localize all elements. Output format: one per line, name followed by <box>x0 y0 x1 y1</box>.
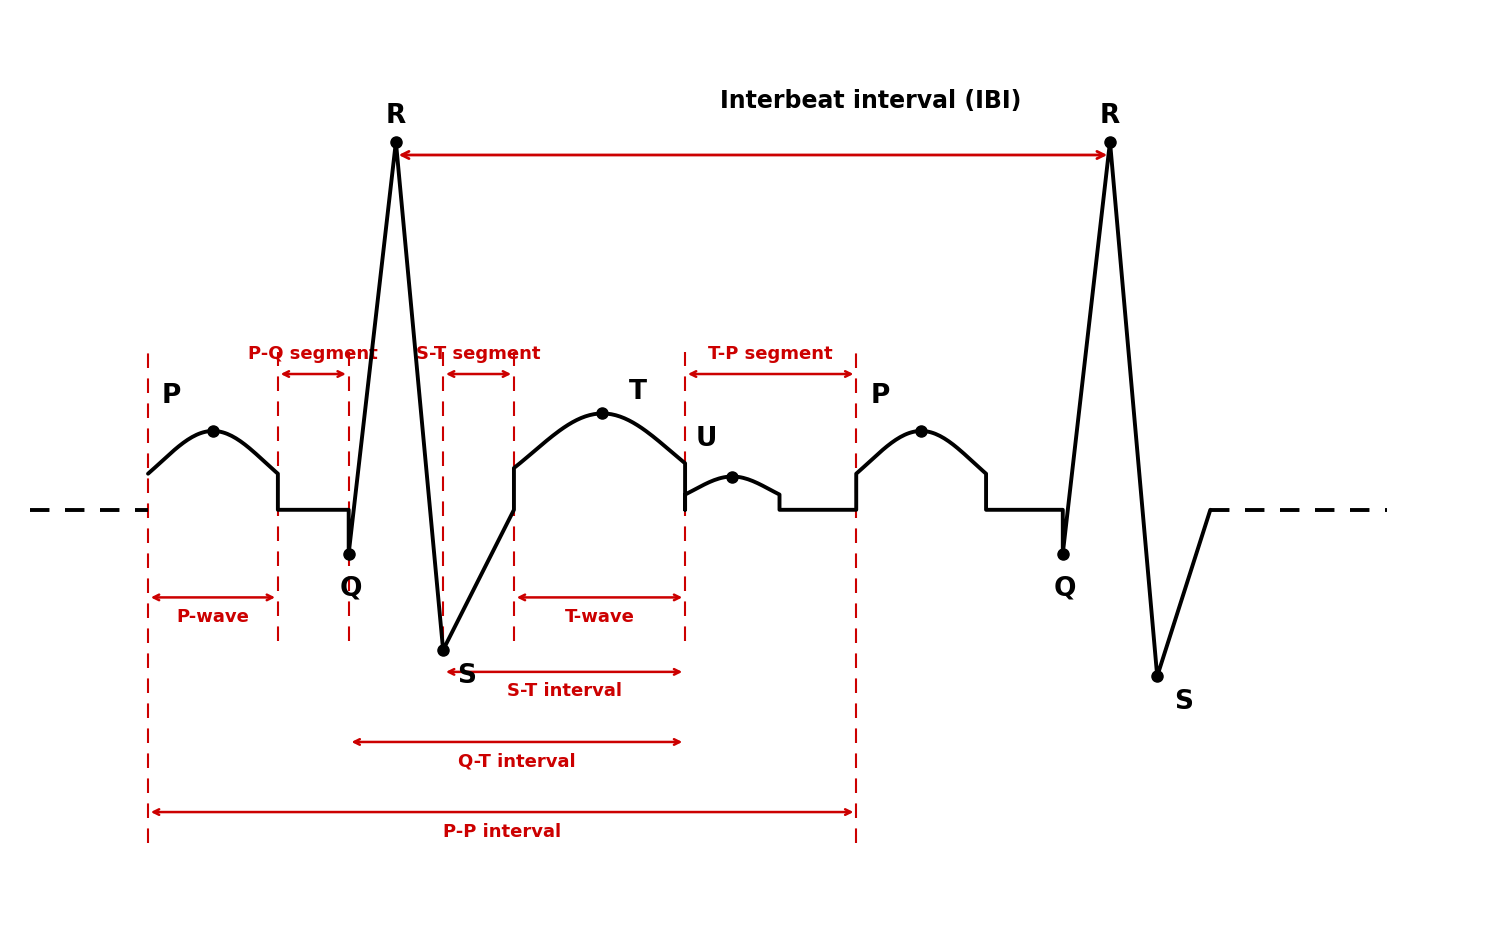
Text: U: U <box>696 426 717 452</box>
Text: S: S <box>458 664 476 689</box>
Text: S-T segment: S-T segment <box>417 346 542 363</box>
Text: R: R <box>386 103 406 129</box>
Text: S-T interval: S-T interval <box>507 682 621 700</box>
Text: T: T <box>628 378 646 404</box>
Text: S: S <box>1173 690 1192 716</box>
Text: T-P segment: T-P segment <box>708 346 833 363</box>
Text: T-wave: T-wave <box>564 608 634 626</box>
Text: P-Q segment: P-Q segment <box>249 346 378 363</box>
Text: P: P <box>162 383 182 409</box>
Text: Q: Q <box>1054 575 1077 601</box>
Text: P: P <box>870 383 889 409</box>
Text: Interbeat interval (IBI): Interbeat interval (IBI) <box>720 89 1022 114</box>
Text: Q-T interval: Q-T interval <box>458 752 576 771</box>
Text: R: R <box>1100 103 1120 129</box>
Text: P-wave: P-wave <box>177 608 249 626</box>
Text: Q: Q <box>340 575 363 601</box>
Text: P-P interval: P-P interval <box>442 823 561 841</box>
